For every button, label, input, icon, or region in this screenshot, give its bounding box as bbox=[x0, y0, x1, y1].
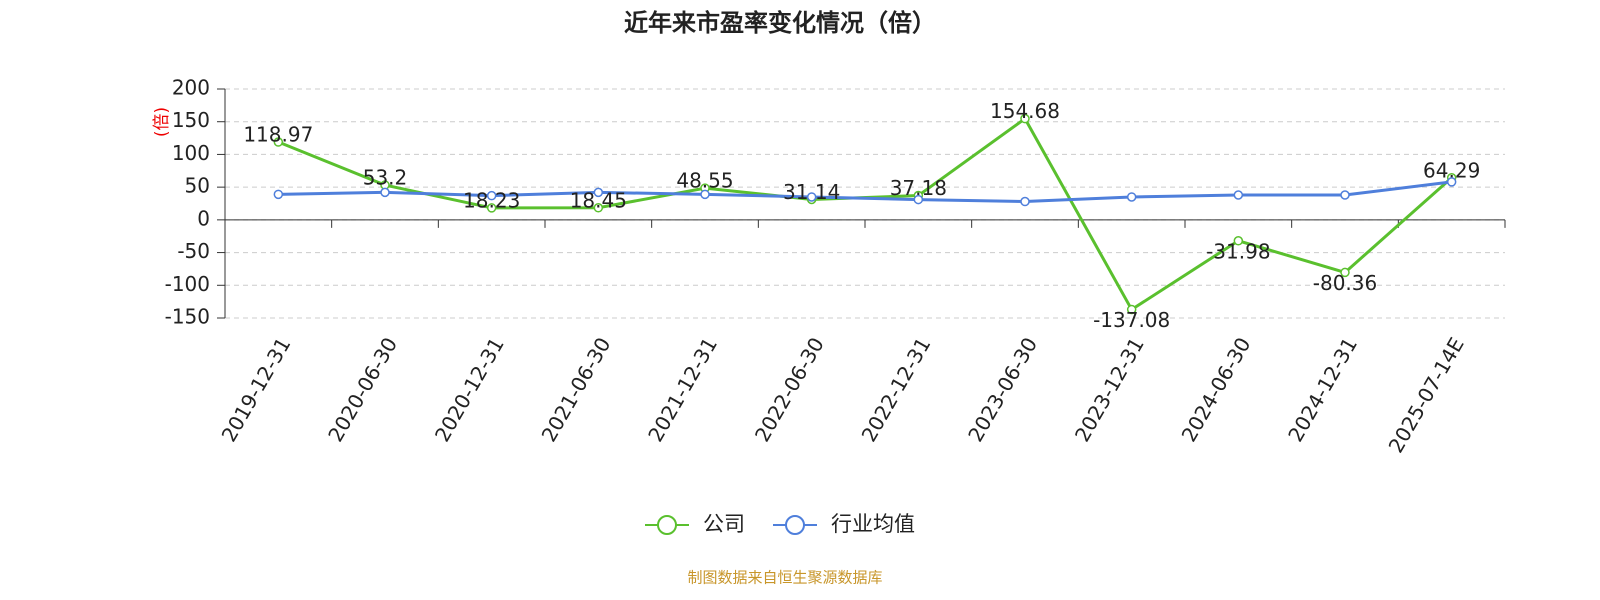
data-label: -80.36 bbox=[1313, 271, 1377, 295]
series-line bbox=[278, 180, 1452, 204]
x-tick-label: 2022-12-31 bbox=[857, 333, 936, 446]
data-point bbox=[1020, 196, 1030, 207]
data-point bbox=[1020, 113, 1030, 124]
y-tick-label: 200 bbox=[172, 76, 210, 100]
x-tick-label: 2023-12-31 bbox=[1070, 333, 1149, 446]
y-tick-label: 100 bbox=[172, 141, 210, 165]
x-tick-label: 2025-07-14E bbox=[1384, 333, 1469, 457]
y-tick-label: -100 bbox=[165, 272, 210, 296]
data-label: 48.55 bbox=[676, 169, 733, 193]
data-point bbox=[1126, 192, 1137, 202]
legend-label: 行业均值 bbox=[831, 512, 915, 536]
series-line bbox=[277, 116, 1453, 312]
source-note: 制图数据来自恒生聚源数据库 bbox=[687, 569, 882, 587]
x-tick-label: 2019-12-31 bbox=[217, 333, 296, 446]
y-axis-label: (倍) bbox=[152, 107, 172, 137]
y-tick-label: -150 bbox=[165, 305, 210, 329]
data-point bbox=[593, 187, 604, 198]
x-tick-label: 2020-12-31 bbox=[430, 333, 509, 446]
x-tick-label: 2020-06-30 bbox=[323, 333, 402, 446]
data-point bbox=[593, 203, 604, 213]
y-tick-label: 150 bbox=[172, 108, 210, 132]
x-tick-label: 2023-06-30 bbox=[963, 333, 1042, 446]
data-point bbox=[1233, 236, 1244, 246]
legend-marker bbox=[785, 515, 805, 535]
data-label: -137.08 bbox=[1093, 308, 1170, 332]
x-tick-label: 2024-06-30 bbox=[1177, 333, 1256, 446]
data-point bbox=[380, 187, 390, 198]
x-tick-label: 2021-06-30 bbox=[537, 333, 616, 446]
data-point bbox=[486, 190, 497, 201]
data-point bbox=[273, 189, 284, 200]
data-point bbox=[1126, 304, 1137, 315]
x-tick-label: 2021-12-31 bbox=[643, 333, 722, 446]
data-point bbox=[1340, 267, 1350, 278]
data-point bbox=[700, 189, 710, 200]
y-tick-label: 0 bbox=[197, 206, 210, 230]
data-label: -31.98 bbox=[1206, 239, 1270, 263]
chart-title: 近年来市盈率变化情况（倍） bbox=[624, 9, 936, 37]
data-point bbox=[806, 192, 817, 202]
data-label: 154.68 bbox=[990, 99, 1060, 123]
data-point bbox=[486, 203, 497, 213]
data-point bbox=[1446, 177, 1457, 187]
data-point bbox=[1233, 190, 1244, 200]
legend-marker bbox=[657, 515, 677, 535]
data-point bbox=[913, 194, 924, 205]
legend-label: 公司 bbox=[703, 512, 745, 536]
data-point bbox=[1340, 190, 1350, 200]
x-tick-label: 2024-12-31 bbox=[1283, 333, 1362, 446]
data-label: 118.97 bbox=[243, 123, 313, 147]
data-label: 53.2 bbox=[363, 166, 408, 190]
y-tick-label: -50 bbox=[177, 239, 210, 263]
y-tick-label: 50 bbox=[185, 174, 210, 198]
x-tick-label: 2022-06-30 bbox=[750, 333, 829, 446]
data-point bbox=[273, 137, 284, 147]
